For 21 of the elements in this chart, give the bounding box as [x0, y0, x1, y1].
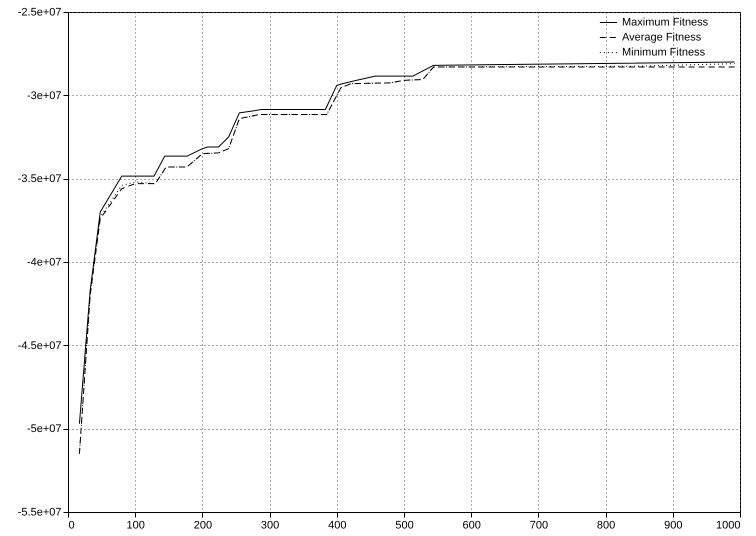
legend-label: Minimum Fitness	[622, 46, 706, 58]
y-tick-label: -4.5e+07	[18, 340, 62, 352]
x-tick-label: 800	[596, 520, 616, 532]
y-tick-label: -4e+07	[26, 256, 62, 268]
x-tick-label: 300	[260, 520, 280, 532]
y-tick-label: -5.5e+07	[18, 506, 62, 518]
x-tick-label: 0	[68, 520, 75, 532]
y-tick-label: -3e+07	[26, 90, 62, 102]
y-tick-label: -3.5e+07	[18, 173, 62, 186]
x-tick-label: 600	[462, 520, 481, 532]
x-tick-label: 400	[328, 520, 346, 532]
legend-label: Maximum Fitness	[622, 16, 709, 28]
x-tick-label: 700	[530, 520, 548, 532]
y-tick-label: -2.5e+07	[18, 6, 62, 18]
x-tick-label: 100	[126, 520, 145, 532]
x-tick-label: 500	[395, 520, 414, 532]
x-tick-label: 1000	[716, 520, 740, 532]
y-tick-label: -5e+07	[26, 423, 62, 436]
x-tick-label: 200	[194, 520, 212, 532]
x-tick-label: 900	[664, 520, 682, 532]
legend-label: Average Fitness	[622, 32, 702, 44]
